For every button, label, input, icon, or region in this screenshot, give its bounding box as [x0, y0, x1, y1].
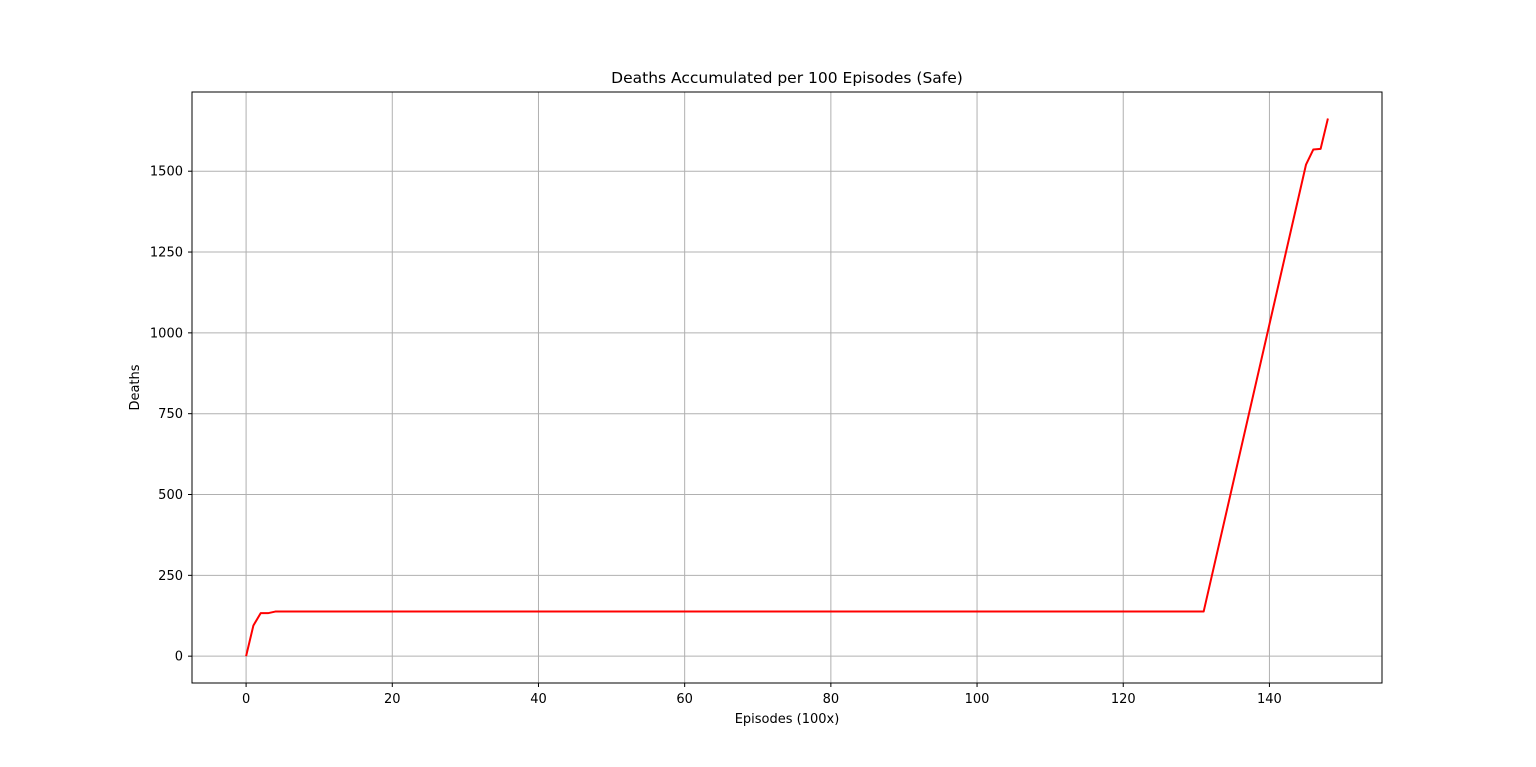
x-tick-label: 0	[242, 692, 250, 707]
x-tick-label: 100	[965, 692, 990, 707]
x-tick-label: 120	[1111, 692, 1136, 707]
y-tick-label: 500	[158, 488, 183, 503]
y-tick-label: 1500	[150, 165, 183, 180]
series-layer	[245, 118, 1329, 657]
x-tick-label: 40	[530, 692, 547, 707]
y-tick-label: 0	[175, 650, 183, 665]
y-tick-label: 1000	[150, 326, 183, 341]
x-tick-label: 20	[384, 692, 401, 707]
y-tick-label: 250	[158, 569, 183, 584]
grid	[192, 92, 1382, 683]
series-line	[245, 118, 1329, 657]
y-tick-label: 1250	[150, 246, 183, 261]
x-tick-label: 60	[676, 692, 693, 707]
y-axis-label: Deaths	[128, 364, 143, 410]
x-axis: 0 20 40 60 80 100 120 140	[242, 683, 1282, 707]
x-axis-label: Episodes (100x)	[735, 712, 840, 727]
y-axis: 0 250 500 750 1000 1250 1500	[150, 165, 192, 665]
chart-title: Deaths Accumulated per 100 Episodes (Saf…	[611, 69, 963, 87]
x-tick-label: 140	[1257, 692, 1282, 707]
plot-frame	[191, 91, 1383, 684]
y-tick-label: 750	[158, 407, 183, 422]
x-tick-label: 80	[823, 692, 840, 707]
